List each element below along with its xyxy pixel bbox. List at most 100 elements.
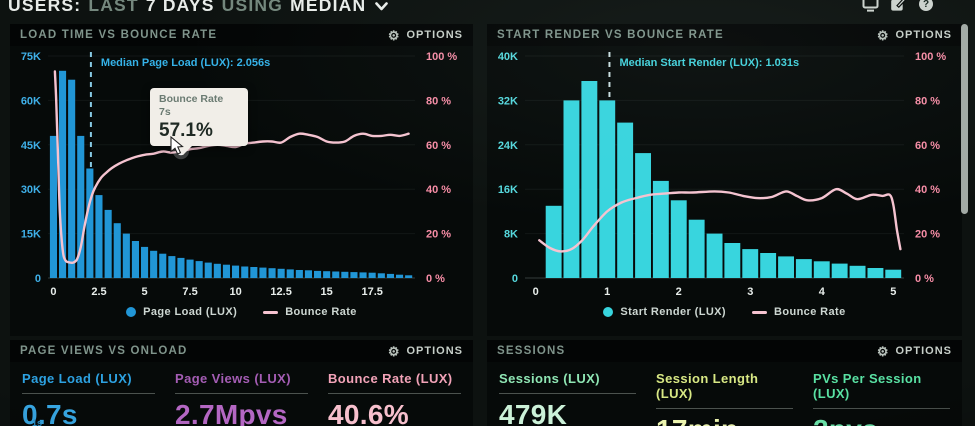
- legend-line-swatch: [263, 310, 279, 314]
- svg-text:60K: 60K: [21, 95, 41, 107]
- metrics-row: Sessions (LUX) 479K Session Length (LUX)…: [487, 362, 962, 426]
- chart-legend: Page Load (LUX) Bounce Rate: [10, 306, 473, 318]
- panel-title: START RENDER VS BOUNCE RATE: [497, 29, 724, 41]
- svg-text:0: 0: [35, 273, 41, 285]
- legend-bounce-rate[interactable]: Bounce Rate: [751, 306, 846, 318]
- svg-text:40 %: 40 %: [915, 184, 940, 196]
- svg-text:0: 0: [50, 286, 56, 298]
- legend-dot-swatch: [126, 307, 137, 317]
- chart-svg: 0 8K 16K 24K 32K 40K 0 % 20 % 40 % 60 % 80 % 100 % 0…: [498, 51, 947, 298]
- svg-text:80 %: 80 %: [426, 95, 451, 107]
- panel-header: PAGE VIEWS VS ONLOAD ⚙ OPTIONS: [10, 340, 473, 362]
- metric-session-length: Session Length (LUX) 17min: [656, 368, 793, 426]
- svg-text:12.5: 12.5: [270, 286, 291, 298]
- page-title-dropdown[interactable]: USERS: LAST 7 DAYS USING MEDIAN: [8, 0, 389, 16]
- legend-dot-swatch: [603, 307, 614, 317]
- chevron-down-icon: [375, 2, 389, 11]
- chart-svg: 0 15K 30K 45K 60K 75K 0 % 20 % 40 % 60 % 80 % 100 %…: [21, 51, 458, 298]
- divider: [328, 393, 461, 394]
- metric-bounce-rate: Bounce Rate (LUX) 40.6%: [328, 368, 461, 426]
- panel-start-render-vs-bounce-rate: START RENDER VS BOUNCE RATE ⚙ OPTIONS 0 8…: [487, 24, 962, 336]
- metric-sessions: Sessions (LUX) 479K: [499, 368, 636, 426]
- metric-page-views: Page Views (LUX) 2.7Mpvs: [175, 368, 308, 426]
- svg-text:40 %: 40 %: [426, 184, 451, 196]
- svg-text:75K: 75K: [21, 51, 41, 63]
- mouse-cursor: [170, 136, 184, 155]
- legend-bounce-rate[interactable]: Bounce Rate: [263, 306, 357, 318]
- chart-legend: Start Render (LUX) Bounce Rate: [487, 306, 962, 318]
- title-part: MEDIAN: [290, 0, 367, 15]
- svg-text:45K: 45K: [21, 140, 41, 152]
- gear-icon: ⚙: [387, 343, 401, 359]
- legend-page-load[interactable]: Page Load (LUX): [126, 306, 237, 318]
- scrollbar-thumb[interactable]: [961, 24, 968, 214]
- svg-text:2: 2: [676, 286, 682, 298]
- svg-text:10: 10: [229, 286, 241, 298]
- svg-text:24K: 24K: [498, 140, 518, 152]
- svg-text:4: 4: [819, 286, 826, 298]
- svg-text:0 %: 0 %: [915, 273, 934, 285]
- top-bar: USERS: LAST 7 DAYS USING MEDIAN ?: [8, 0, 967, 21]
- svg-text:3: 3: [747, 286, 753, 298]
- legend-start-render[interactable]: Start Render (LUX): [603, 306, 726, 318]
- svg-text:15K: 15K: [21, 229, 41, 241]
- svg-text:7.5: 7.5: [182, 286, 197, 298]
- title-part: 7 DAYS: [145, 0, 215, 15]
- title-part: LAST: [88, 0, 139, 15]
- tooltip-x-value: 7s: [159, 106, 171, 119]
- options-button[interactable]: ⚙ OPTIONS: [876, 27, 952, 43]
- start-render-chart[interactable]: 0 8K 16K 24K 32K 40K 0 % 20 % 40 % 60 % 80 % 100 % 0…: [487, 46, 962, 302]
- options-button[interactable]: ⚙ OPTIONS: [876, 343, 952, 359]
- svg-text:5: 5: [890, 286, 896, 298]
- svg-text:Median Page Load (LUX): 2.056s: Median Page Load (LUX): 2.056s: [101, 57, 270, 69]
- svg-text:8K: 8K: [504, 229, 518, 241]
- svg-text:Median Start Render (LUX): 1.0: Median Start Render (LUX): 1.031s: [619, 57, 799, 69]
- divider: [175, 393, 308, 394]
- chart-tooltip: Bounce Rate 7s 57.1%: [150, 88, 248, 156]
- svg-text:20 %: 20 %: [915, 229, 940, 241]
- svg-text:100 %: 100 %: [915, 51, 946, 63]
- tooltip-series: Bounce Rate: [159, 93, 224, 105]
- svg-text:20 %: 20 %: [426, 229, 451, 241]
- svg-text:40K: 40K: [498, 51, 518, 63]
- svg-text:0 %: 0 %: [426, 273, 445, 285]
- title-part: USING: [221, 0, 284, 15]
- svg-text:0: 0: [533, 286, 539, 298]
- legend-line-swatch: [751, 310, 767, 314]
- metric-pvs-per-session: PVs Per Session (LUX) 2pvs: [813, 368, 950, 426]
- panel-header: SESSIONS ⚙ OPTIONS: [487, 340, 962, 362]
- svg-text:5: 5: [141, 286, 147, 298]
- gear-icon: ⚙: [876, 343, 890, 359]
- svg-text:15: 15: [321, 286, 333, 298]
- svg-text:30K: 30K: [21, 184, 41, 196]
- svg-text:1: 1: [604, 286, 610, 298]
- options-button[interactable]: ⚙ OPTIONS: [387, 343, 463, 359]
- panel-header: START RENDER VS BOUNCE RATE ⚙ OPTIONS: [487, 24, 962, 46]
- panel-title: SESSIONS: [497, 345, 566, 357]
- svg-text:17.5: 17.5: [361, 286, 382, 298]
- divider: [813, 408, 950, 409]
- svg-text:32K: 32K: [498, 95, 518, 107]
- svg-text:60 %: 60 %: [426, 140, 451, 152]
- divider: [656, 408, 793, 409]
- panel-sessions: SESSIONS ⚙ OPTIONS Sessions (LUX) 479K S…: [487, 340, 962, 426]
- svg-text:100 %: 100 %: [426, 51, 457, 63]
- svg-text:16K: 16K: [498, 184, 518, 196]
- svg-text:0: 0: [512, 273, 518, 285]
- panel-title: LOAD TIME VS BOUNCE RATE: [20, 29, 218, 41]
- load-time-chart[interactable]: 0 15K 30K 45K 60K 75K 0 % 20 % 40 % 60 % 80 % 100 %…: [10, 46, 473, 302]
- gear-icon: ⚙: [876, 27, 890, 43]
- options-button[interactable]: ⚙ OPTIONS: [387, 27, 463, 43]
- edit-share-icon[interactable]: [889, 0, 907, 12]
- monitor-icon[interactable]: [861, 0, 879, 12]
- metrics-row: Page Load (LUX) 0.7s Page Views (LUX) 2.…: [10, 362, 473, 426]
- divider: [22, 393, 155, 394]
- svg-text:2.5: 2.5: [91, 286, 106, 298]
- help-icon[interactable]: ?: [917, 0, 935, 12]
- title-part: USERS:: [8, 0, 82, 15]
- top-icons: ?: [861, 0, 935, 12]
- clipped-axis-label: 1s: [32, 418, 43, 426]
- panel-page-views-vs-onload: PAGE VIEWS VS ONLOAD ⚙ OPTIONS Page Load…: [10, 340, 473, 426]
- panel-title: PAGE VIEWS VS ONLOAD: [20, 345, 188, 357]
